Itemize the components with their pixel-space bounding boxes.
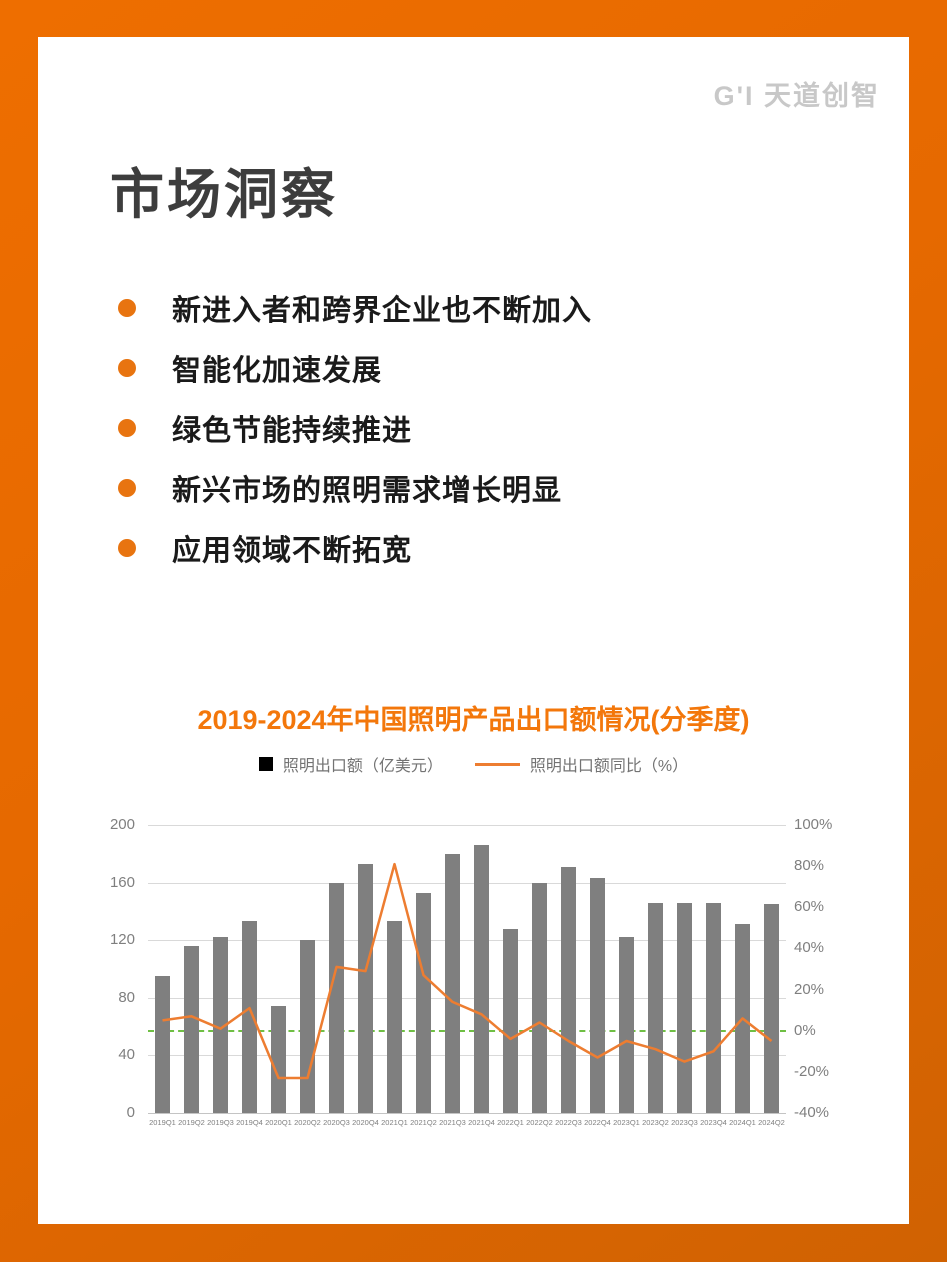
bullet-text: 应用领域不断拓宽 (172, 535, 413, 567)
left-axis-tick: 200 (109, 816, 135, 833)
bar (503, 928, 518, 1113)
yoy-line-series (162, 862, 773, 1080)
grid-line (148, 882, 786, 884)
legend-line-icon (474, 762, 520, 766)
grid-line (148, 1055, 786, 1057)
left-axis-tick: 0 (126, 1104, 135, 1121)
x-axis-label: 2019Q2 (178, 1118, 205, 1127)
chart-title: 2019-2024年中国照明产品出口额情况(分季度) (197, 705, 750, 735)
bar (242, 921, 257, 1113)
bar (155, 976, 170, 1113)
bullet-text: 绿色节能持续推进 (172, 415, 413, 447)
bar (706, 902, 721, 1113)
list-item: 应用领域不断拓宽 (118, 518, 818, 578)
x-axis-label: 2022Q1 (497, 1118, 524, 1127)
zero-reference-line (148, 1029, 786, 1032)
bar (416, 892, 431, 1113)
bar (561, 866, 576, 1113)
bar (184, 945, 199, 1113)
left-axis: 0 40 80 120 160 200 (70, 816, 135, 1121)
x-axis-label: 2022Q2 (526, 1118, 553, 1127)
x-axis-label: 2020Q2 (294, 1118, 321, 1127)
x-axis-labels: 2019Q1 2019Q2 2019Q3 2019Q4 2020Q1 2020Q2 2020… (148, 1118, 786, 1132)
list-item: 智能化加速发展 (118, 338, 818, 398)
x-axis-label: 2024Q2 (758, 1118, 785, 1127)
left-axis-tick: 40 (118, 1046, 135, 1064)
bullet-icon (118, 359, 136, 377)
bar (300, 940, 315, 1113)
bullet-list: 新进入者和跨界企业也不断加入 智能化加速发展 绿色节能持续推进新兴市场的照明需求增长… (118, 278, 818, 578)
bar (532, 882, 547, 1113)
bullet-text: 新进入者和跨界企业也不断加入 (172, 295, 593, 327)
bar (358, 863, 373, 1113)
bar (474, 845, 489, 1113)
right-axis-tick: 0% (794, 1021, 816, 1039)
x-axis-label: 2021Q1 (381, 1118, 408, 1127)
grid-line (148, 997, 786, 999)
x-axis-label: 2020Q4 (352, 1118, 379, 1127)
page-title: 市场洞察 (110, 165, 338, 225)
grid-line (148, 825, 786, 826)
x-axis-label: 2019Q3 (207, 1118, 234, 1127)
legend-square-icon (258, 757, 273, 771)
x-axis-label: 2023Q1 (613, 1118, 640, 1127)
right-axis-tick: -20% (794, 1062, 830, 1080)
bar (619, 937, 634, 1113)
bullet-icon (118, 419, 136, 437)
chart-legend: 照明出口额（亿美元） 照明出口额同比（%） (38, 752, 909, 776)
right-axis-tick: 20% (794, 980, 825, 998)
left-axis-tick: 80 (118, 988, 135, 1006)
x-axis-label: 2019Q4 (236, 1118, 263, 1127)
right-axis-tick: 100% (794, 816, 833, 833)
bar (329, 882, 344, 1113)
x-axis-label: 2022Q3 (555, 1118, 582, 1127)
brand-logo: G'I 天道创智 (713, 81, 880, 111)
x-axis-line (148, 1113, 786, 1114)
x-axis-label: 2023Q2 (642, 1118, 669, 1127)
slide-background (38, 37, 909, 1224)
bar (213, 937, 228, 1113)
right-axis-tick: 60% (794, 898, 825, 916)
left-axis-tick: 160 (109, 873, 135, 891)
x-axis-label: 2023Q4 (700, 1118, 727, 1127)
bar (387, 921, 402, 1113)
x-axis-label: 2021Q4 (468, 1118, 495, 1127)
list-item: 新兴市场的照明需求增长明显 (118, 458, 818, 518)
right-axis-tick: 40% (794, 939, 825, 957)
bullet-icon (118, 479, 136, 497)
bar (764, 904, 779, 1113)
x-axis-label: 2023Q3 (671, 1118, 698, 1127)
bar (648, 902, 663, 1113)
grid-line (148, 940, 786, 942)
bar (271, 1006, 286, 1113)
bullet-icon (118, 539, 136, 557)
right-axis-tick: 80% (794, 857, 825, 875)
list-item: 新进入者和跨界企业也不断加入 (118, 278, 818, 338)
list-item: 绿色节能持续推进 (118, 398, 818, 458)
bullet-icon (118, 299, 136, 317)
bullet-text: 新兴市场的照明需求增长明显 (172, 475, 563, 507)
x-axis-label: 2024Q1 (729, 1118, 756, 1127)
legend-label-line: 照明出口额同比（%） (529, 758, 689, 775)
right-axis-tick: -40% (794, 1104, 830, 1121)
x-axis-label: 2021Q3 (439, 1118, 466, 1127)
x-axis-label: 2021Q2 (410, 1118, 437, 1127)
yoy-line (162, 862, 773, 1080)
bullet-text: 智能化加速发展 (172, 355, 383, 387)
x-axis-label: 2020Q1 (265, 1118, 292, 1127)
chart-plot (148, 825, 786, 1114)
legend-label-bars: 照明出口额（亿美元） (282, 758, 443, 775)
left-axis-tick: 120 (109, 931, 135, 949)
x-axis-label: 2022Q4 (584, 1118, 611, 1127)
x-axis-label: 2020Q3 (323, 1118, 350, 1127)
x-axis-label: 2019Q1 (149, 1118, 176, 1127)
right-axis: -40% -20% 0% 20% 40% 60% 80% 100% (794, 816, 854, 1121)
bar (445, 853, 460, 1113)
